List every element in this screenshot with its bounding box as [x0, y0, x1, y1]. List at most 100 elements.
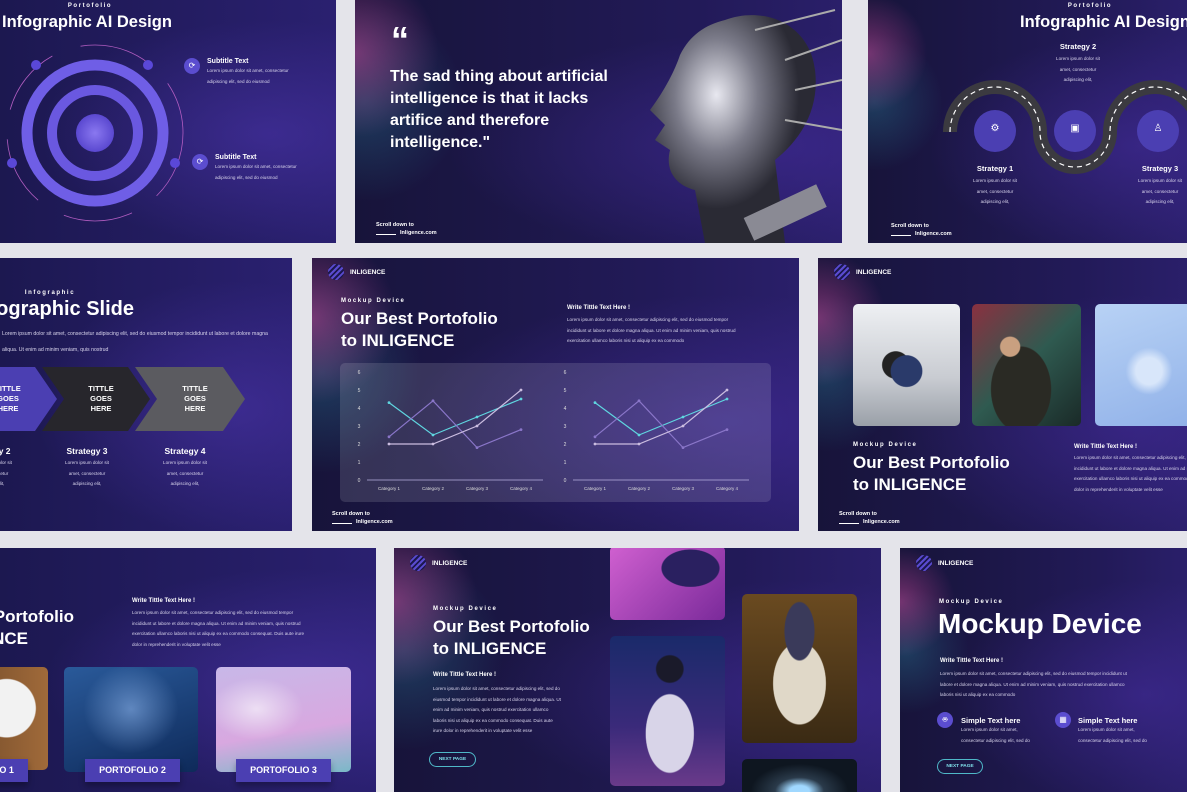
slide-kicker: Mockup Device: [853, 442, 918, 448]
next-page-button[interactable]: NEXT PAGE: [429, 752, 476, 767]
slide-arrow-infographic[interactable]: Infographic Infographic Slide Lorem ipsu…: [0, 258, 292, 531]
slide-title: Infographic AI Design: [1020, 13, 1187, 31]
data-point: [475, 415, 479, 419]
slide-vr-portfolio[interactable]: INLIGENCE Mockup Device Our Best Portofo…: [394, 548, 881, 792]
data-point: [475, 424, 479, 428]
scroll-hint: Scroll down to Inligence.com: [376, 222, 437, 236]
desk-worker-icon: ♙: [1153, 123, 1163, 134]
website-link[interactable]: Inligence.com: [356, 519, 393, 525]
slide-title-line: Our Best Portofolio: [0, 607, 74, 626]
x-tick-label: Category 2: [628, 486, 651, 491]
text-line: adipiscing elit, sed do eiusmod: [207, 78, 270, 84]
item-text: Lorem ipsum dolor sit amet, consectetur a…: [1078, 725, 1147, 746]
robot-icon: 🤖︎: [937, 712, 953, 728]
body-text: Lorem ipsum dolor sit amet, consectetur …: [940, 669, 1127, 701]
y-tick-label: 4: [564, 406, 567, 412]
slide-title: Infographic AI Design: [2, 13, 172, 31]
text-line: The sad thing about artificial: [390, 68, 608, 85]
strategy-text: Lorem ipsum dolor sit amet, consectetur ad…: [1110, 176, 1187, 208]
next-page-button[interactable]: NEXT PAGE: [937, 759, 983, 774]
quote-mark-icon: “: [391, 19, 409, 60]
slide-kicker: Mockup Device: [341, 298, 406, 304]
x-tick-label: Category 1: [378, 486, 401, 491]
y-tick-label: 5: [564, 388, 567, 394]
text-line: amet, consectetur: [1059, 66, 1097, 72]
intro-line: Lorem ipsum dolor sit amet, consectetur …: [2, 331, 268, 337]
text-line: Lorem ipsum dolor sit: [65, 460, 109, 465]
strategy-text: Lorem ipsum dolor sit amet, consectetur ad…: [1028, 54, 1128, 86]
refresh-icon: ⟳: [192, 154, 208, 170]
strategy-1: Strategy 1 Lorem ipsum dolor sit amet, co…: [945, 164, 1045, 208]
text-line: Our Best Portofolio: [433, 617, 590, 636]
text-line: dolor in reprehenderit in voluptate veli…: [132, 641, 221, 647]
data-point: [725, 388, 729, 392]
text-line: HERE: [90, 404, 112, 413]
write-title: Write Tittle Text Here !: [433, 672, 497, 678]
concentric-circles-graphic: [6, 44, 184, 222]
data-point: [431, 433, 435, 437]
photo-robot-head: [742, 759, 857, 792]
text-line: exercitation ullamco laboris nisi ut ali…: [132, 631, 305, 636]
text-line: incididunt ut labore et dolore magna ali…: [132, 620, 301, 626]
data-point: [725, 428, 729, 431]
text-line: Lorem ipsum dolor sit amet, consectetur …: [433, 686, 560, 691]
slide-photo-portfolio[interactable]: INLIGENCE Mockup Device Our Best Portofo…: [818, 258, 1187, 531]
text-line: Lorem ipsum dolor sit: [1056, 56, 1100, 61]
strategy-title: Strategy 3: [66, 446, 108, 456]
website-link[interactable]: Inligence.com: [863, 519, 900, 525]
portfolio-2-button[interactable]: PORTOFOLIO 2: [85, 759, 180, 782]
text-line: adipiscing elit,: [1063, 77, 1093, 82]
divider: [839, 523, 859, 524]
strategy-text: Lorem ipsum dolor sit amet, consectetur ad…: [945, 176, 1045, 208]
strategy-3: Strategy 3 Lorem ipsum dolor sit amet, co…: [1110, 164, 1187, 208]
body-text: Lorem ipsum dolor sit amet, consectetur …: [567, 315, 736, 347]
slide-title: Our Best Portofolio to INLIGENCE: [341, 308, 498, 352]
photo-white-robot: [0, 667, 48, 770]
subtitle-title: Subtitle Text: [215, 154, 257, 161]
x-tick-label: Category 3: [466, 486, 489, 491]
brand-logo-icon: [328, 264, 344, 280]
subtitle-title: Subtitle Text: [207, 58, 249, 65]
brand-name: INLIGENCE: [350, 269, 386, 276]
text-line: GOES: [184, 394, 206, 403]
x-tick-label: Category 2: [422, 486, 445, 491]
website-link[interactable]: Inligence.com: [915, 231, 952, 237]
slide-kicker: Mockup Device: [939, 599, 1004, 605]
scroll-hint: Scroll down to Inligence.com: [891, 223, 952, 237]
slide-mockup-device[interactable]: INLIGENCE Mockup Device Mockup Device Wr…: [900, 548, 1187, 792]
slide-chart-portfolio[interactable]: INLIGENCE Mockup Device Our Best Portofo…: [312, 258, 799, 531]
y-tick-label: 0: [358, 478, 361, 484]
subtitle-text: Lorem ipsum dolor sit amet, consectetur a…: [207, 66, 289, 87]
strategy-title: Strategy 2: [1059, 42, 1097, 51]
text-line: Lorem ipsum dolor sit: [1138, 178, 1182, 183]
slide-road-infographic[interactable]: Portofolio Infographic AI Design ⚙ ▣ ♙ S…: [868, 0, 1187, 243]
scroll-label: Scroll down to: [891, 223, 929, 229]
slide-quote[interactable]: “ The sad thing about artificial intellig…: [355, 0, 842, 243]
text-line: GOES: [0, 394, 19, 403]
strategy-title: Strategy 2: [0, 446, 11, 456]
brand-name: INLIGENCE: [432, 560, 468, 567]
scroll-hint: Scroll down to Inligence.com: [332, 511, 393, 525]
slide-infographic-circles[interactable]: Portofolio Infographic AI Design ⟳ Subti…: [0, 0, 336, 243]
slide-title-line: to INLIGENCE: [0, 629, 28, 648]
data-point: [637, 442, 641, 446]
text-line: labore et dolore magna aliqua. Ut enim a…: [940, 681, 1125, 687]
strategy-title: Strategy 1: [976, 164, 1014, 173]
data-point: [431, 399, 435, 403]
subtitle-text: Lorem ipsum dolor sit amet, consectetur a…: [215, 162, 297, 183]
brand-name: INLIGENCE: [938, 560, 974, 567]
data-point: [637, 399, 641, 403]
portfolio-3-button[interactable]: PORTOFOLIO 3: [236, 759, 331, 782]
x-tick-label: Category 1: [584, 486, 607, 491]
data-point: [681, 415, 685, 419]
text-line: HERE: [0, 404, 19, 413]
slide-title: Our Best Portofolio to INLIGENCE: [433, 616, 590, 660]
slide-portfolio-cards[interactable]: Our Best Portofolio to INLIGENCE Write T…: [0, 548, 376, 792]
website-link[interactable]: Inligence.com: [400, 230, 437, 236]
data-point: [681, 424, 685, 428]
y-tick-label: 3: [358, 424, 361, 430]
portfolio-1-button[interactable]: PORTOFOLIO 1: [0, 759, 28, 782]
slide-kicker: Infographic: [24, 290, 76, 296]
write-title: Write Tittle Text Here !: [567, 305, 631, 311]
